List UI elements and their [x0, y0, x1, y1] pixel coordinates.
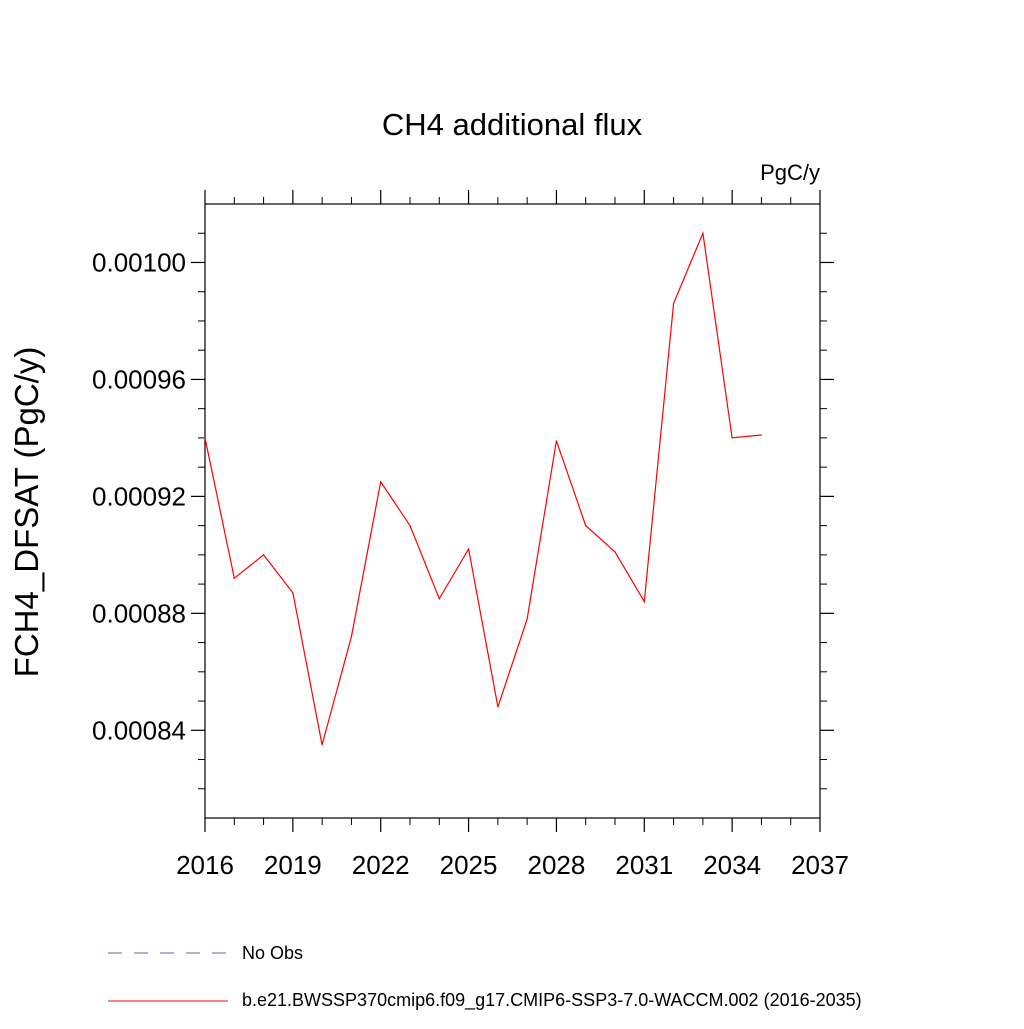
- series-point: [673, 302, 675, 304]
- legend: No Obs b.e21.BWSSP370cmip6.f09_g17.CMIP6…: [108, 943, 862, 1011]
- series-point: [760, 434, 763, 436]
- x-tick-label: 2022: [352, 850, 410, 880]
- series-point: [438, 598, 440, 600]
- series-point: [497, 706, 499, 708]
- axis-tick-labels: 2016 2019 2022 2025 2028 2031 2034 2037 0.00084 0…: [92, 247, 849, 880]
- axis-ticks: [191, 190, 834, 832]
- x-tick-label: 2034: [703, 850, 761, 880]
- x-tick-label: 2028: [528, 850, 586, 880]
- series-point: [702, 232, 704, 234]
- series-point: [526, 618, 528, 620]
- y-axis-label: FCH4_DFSAT (PgC/y): [8, 347, 45, 678]
- series-point: [350, 636, 352, 638]
- series-point: [643, 601, 645, 603]
- series-point: [614, 551, 616, 553]
- x-tick-label: 2031: [615, 850, 673, 880]
- series-point: [555, 440, 558, 442]
- y-tick-label: 0.00088: [92, 598, 186, 628]
- series-point: [321, 744, 323, 746]
- y-tick-label: 0.00100: [92, 247, 186, 277]
- legend-label-model: b.e21.BWSSP370cmip6.f09_g17.CMIP6-SSP3-7…: [242, 990, 862, 1011]
- y-tick-label: 0.00084: [92, 715, 186, 745]
- y-tick-label: 0.00096: [92, 364, 186, 394]
- units-label: PgC/y: [760, 160, 820, 185]
- series-point: [731, 437, 733, 439]
- series-point: [263, 554, 265, 556]
- x-tick-label: 2016: [176, 850, 234, 880]
- series-line: [204, 230, 762, 746]
- legend-label-no-obs: No Obs: [242, 943, 303, 963]
- series-point: [292, 592, 294, 594]
- chart-title: CH4 additional flux: [382, 107, 643, 142]
- series-point: [409, 525, 411, 527]
- x-tick-label: 2025: [440, 850, 498, 880]
- series-point: [204, 437, 206, 439]
- series-point: [468, 548, 470, 550]
- series-point: [233, 577, 235, 579]
- series-point: [380, 481, 382, 483]
- data-series: [204, 230, 763, 746]
- plot-frame: [204, 203, 821, 819]
- x-tick-label: 2037: [791, 850, 849, 880]
- y-tick-label: 0.00092: [92, 481, 186, 511]
- series-point: [585, 525, 587, 527]
- x-tick-label: 2019: [264, 850, 322, 880]
